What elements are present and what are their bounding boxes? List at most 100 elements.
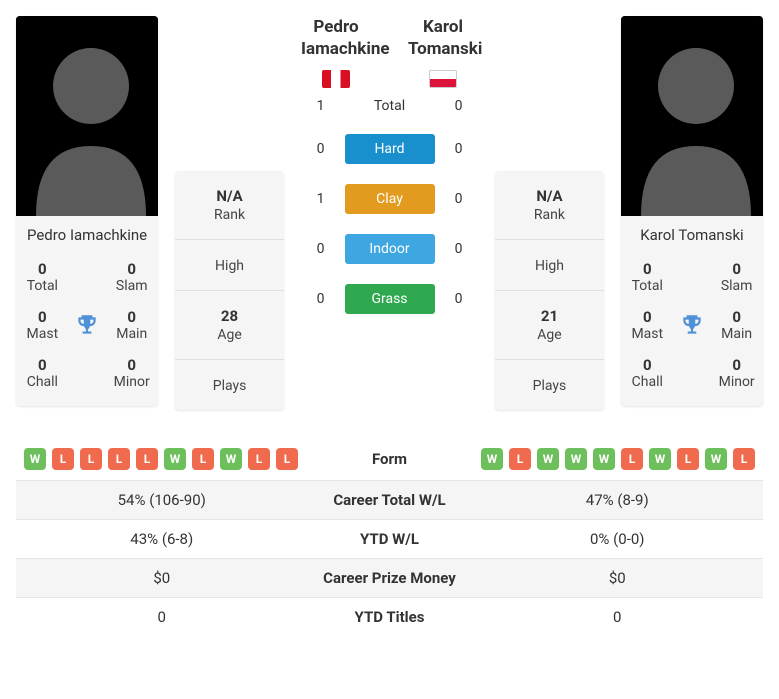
player-photo-left <box>16 16 158 216</box>
silhouette-icon <box>16 16 158 216</box>
h2h-right-count: 0 <box>439 141 479 157</box>
h2h-left-count: 0 <box>301 141 341 157</box>
form-box: W <box>164 448 186 470</box>
stat-left: 43% (6-8) <box>24 530 300 548</box>
title-slam: 0 Slam <box>109 260 154 294</box>
form-box: W <box>649 448 671 470</box>
title-slam: 0 Slam <box>714 260 759 294</box>
title-main: 0 Main <box>109 308 154 342</box>
title-minor: 0 Minor <box>714 356 759 390</box>
info-rank: N/A Rank <box>175 171 284 239</box>
form-box: L <box>276 448 298 470</box>
titles-grid-right: 0 Total 0 Slam 0 Mast 0 <box>621 252 763 406</box>
trophy-icon-right <box>670 308 715 342</box>
form-box: L <box>509 448 531 470</box>
form-box: W <box>24 448 46 470</box>
info-card-right: N/A Rank High 21 Age Plays <box>495 171 604 410</box>
stat-left: 0 <box>24 608 300 626</box>
form-box: W <box>565 448 587 470</box>
info-high: High <box>175 239 284 290</box>
stat-label: Career Total W/L <box>300 491 480 509</box>
form-box: L <box>52 448 74 470</box>
title-mast: 0 Mast <box>20 308 65 342</box>
table-row: 54% (106-90)Career Total W/L47% (8-9) <box>16 480 763 519</box>
stat-left: $0 <box>24 569 300 587</box>
stat-label: Form <box>300 450 480 468</box>
form-box: W <box>537 448 559 470</box>
h2h-total-label: Total <box>345 98 435 114</box>
h2h-row: 0Grass0 <box>301 284 479 314</box>
player-card-left: Pedro Iamachkine 0 Total 0 Slam 0 Mast <box>16 16 158 406</box>
stat-right: $0 <box>480 569 756 587</box>
head-to-head: Pedro Iamachkine Karol Tomanski 1Total00… <box>301 16 478 334</box>
flag-right <box>429 68 457 87</box>
stat-right: 47% (8-9) <box>480 491 756 509</box>
form-box: L <box>136 448 158 470</box>
player-name-center-right: Karol Tomanski <box>408 16 478 60</box>
stat-label: YTD W/L <box>300 530 480 548</box>
table-row: 43% (6-8)YTD W/L0% (0-0) <box>16 519 763 558</box>
info-age: 28 Age <box>175 290 284 359</box>
form-box: W <box>593 448 615 470</box>
info-high: High <box>495 239 604 290</box>
trophy-icon-left <box>65 308 110 342</box>
form-box: L <box>677 448 699 470</box>
info-plays: Plays <box>495 359 604 410</box>
form-box: L <box>192 448 214 470</box>
trophy-icon <box>74 312 100 338</box>
surface-pill: Grass <box>345 284 435 314</box>
surface-pill: Indoor <box>345 234 435 264</box>
surface-pill: Hard <box>345 134 435 164</box>
info-rank: N/A Rank <box>495 171 604 239</box>
stat-right: 0% (0-0) <box>480 530 756 548</box>
form-box: W <box>481 448 503 470</box>
form-box: L <box>733 448 755 470</box>
title-total: 0 Total <box>20 260 65 294</box>
info-plays: Plays <box>175 359 284 410</box>
stat-left: 54% (106-90) <box>24 491 300 509</box>
title-main: 0 Main <box>714 308 759 342</box>
form-box: W <box>220 448 242 470</box>
h2h-right-count: 0 <box>439 98 479 114</box>
h2h-row: 0Indoor0 <box>301 234 479 264</box>
table-row: WLLLLWLWLLFormWLWWWLWLWL <box>16 438 763 480</box>
title-chall: 0 Chall <box>625 356 670 390</box>
h2h-left-count: 0 <box>301 241 341 257</box>
h2h-right-count: 0 <box>439 291 479 307</box>
trophy-icon <box>679 312 705 338</box>
form-box: L <box>108 448 130 470</box>
player-name-left: Pedro Iamachkine <box>16 216 158 252</box>
h2h-left-count: 0 <box>301 291 341 307</box>
title-chall: 0 Chall <box>20 356 65 390</box>
silhouette-icon <box>621 16 763 216</box>
table-row: $0Career Prize Money$0 <box>16 558 763 597</box>
form-box: L <box>80 448 102 470</box>
player-photo-right <box>621 16 763 216</box>
form-seq-right: WLWWWLWLWL <box>480 448 756 470</box>
form-box: W <box>705 448 727 470</box>
form-seq-left: WLLLLWLWLL <box>24 448 300 470</box>
titles-grid-left: 0 Total 0 Slam 0 Mast 0 <box>16 252 158 406</box>
stat-right: 0 <box>480 608 756 626</box>
table-row: 0YTD Titles0 <box>16 597 763 636</box>
title-total: 0 Total <box>625 260 670 294</box>
h2h-right-count: 0 <box>439 241 479 257</box>
flag-left <box>322 68 350 87</box>
player-name-right: Karol Tomanski <box>621 216 763 252</box>
h2h-left-count: 1 <box>301 191 341 207</box>
stat-label: YTD Titles <box>300 608 480 626</box>
title-minor: 0 Minor <box>109 356 154 390</box>
h2h-row: 1Clay0 <box>301 184 479 214</box>
player-card-right: Karol Tomanski 0 Total 0 Slam 0 Mast <box>621 16 763 406</box>
title-mast: 0 Mast <box>625 308 670 342</box>
comparison-table: WLLLLWLWLLFormWLWWWLWLWL54% (106-90)Care… <box>16 438 763 636</box>
player-name-center-left: Pedro Iamachkine <box>301 16 371 60</box>
surface-pill: Clay <box>345 184 435 214</box>
form-box: L <box>248 448 270 470</box>
info-age: 21 Age <box>495 290 604 359</box>
h2h-row: 0Hard0 <box>301 134 479 164</box>
stat-label: Career Prize Money <box>300 569 480 587</box>
h2h-left-count: 1 <box>301 98 341 114</box>
info-card-left: N/A Rank High 28 Age Plays <box>175 171 284 410</box>
h2h-row: 1Total0 <box>301 98 479 114</box>
